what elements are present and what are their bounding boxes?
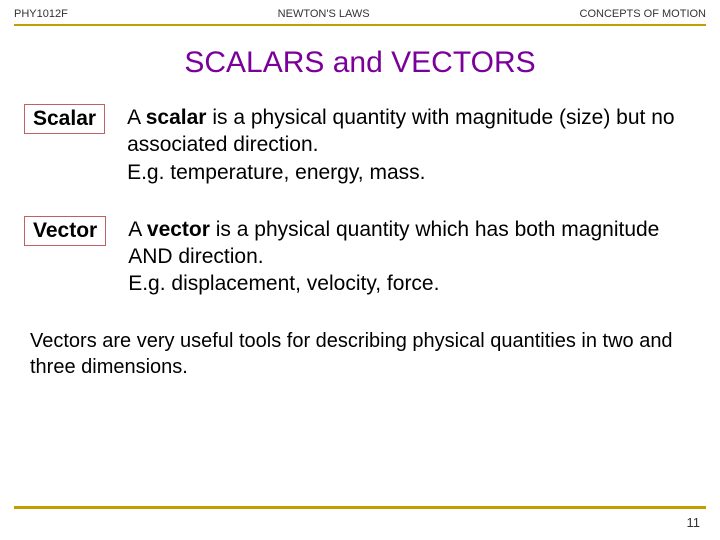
scalar-bold: scalar [146,106,207,129]
scalar-example: E.g. temperature, energy, mass. [127,161,425,184]
vector-bold: vector [147,218,210,241]
bottom-area: 11 [0,506,720,530]
header-left: PHY1012F [14,8,68,20]
scalar-definition: A scalar is a physical quantity with mag… [127,104,696,186]
scalar-lead: A [127,106,146,129]
header-row: PHY1012F NEWTON'S LAWS CONCEPTS OF MOTIO… [0,0,720,24]
header-rule [14,24,706,26]
scalar-rest: is a physical quantity with magnitude (s… [127,106,675,156]
vector-row: Vector A vector is a physical quantity w… [0,216,720,298]
page-number: 11 [0,511,720,530]
slide-title: SCALARS and VECTORS [0,46,720,80]
header-center: NEWTON'S LAWS [68,8,580,20]
header-right: CONCEPTS OF MOTION [580,8,707,20]
vector-example: E.g. displacement, velocity, force. [128,272,439,295]
vector-definition: A vector is a physical quantity which ha… [128,216,696,298]
vector-lead: A [128,218,147,241]
scalar-term-box: Scalar [24,104,105,134]
vector-term-box: Vector [24,216,106,246]
scalar-row: Scalar A scalar is a physical quantity w… [0,104,720,186]
footer-rule-thin [14,508,706,509]
footer-note: Vectors are very useful tools for descri… [0,328,720,380]
